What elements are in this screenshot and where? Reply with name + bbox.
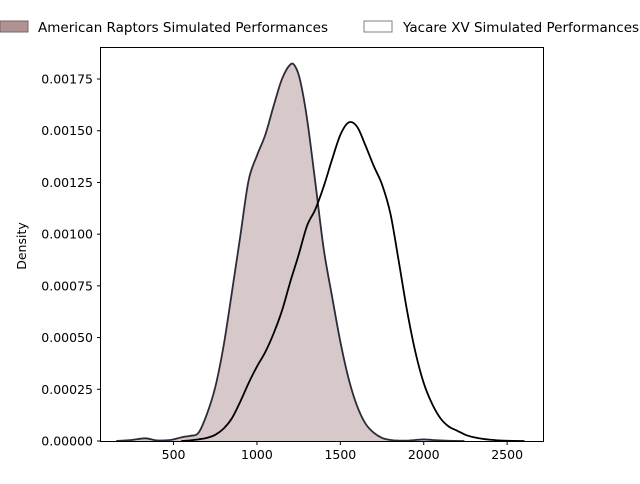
y-tick-label: 0.00000 bbox=[41, 434, 93, 449]
series-layer bbox=[115, 62, 525, 442]
y-tick-label: 0.00100 bbox=[41, 227, 93, 242]
y-tick-label: 0.00075 bbox=[41, 278, 93, 293]
plot-area: 500 1000 1500 2000 2500 0.00000 0.00025 0.0005… bbox=[14, 47, 544, 462]
x-tick-label: 1500 bbox=[324, 447, 356, 462]
density-curve-american-raptors-simulated-performances bbox=[115, 62, 465, 442]
y-tick-label: 0.00025 bbox=[41, 382, 93, 397]
x-axis: 500 1000 1500 2000 2500 bbox=[162, 441, 523, 462]
y-tick-label: 0.00125 bbox=[41, 175, 93, 190]
x-tick-label: 2000 bbox=[408, 447, 440, 462]
legend-swatch-yacare-xv bbox=[363, 20, 393, 33]
y-tick-label: 0.00050 bbox=[41, 330, 93, 345]
y-axis-label: Density bbox=[14, 222, 29, 270]
x-tick-label: 1000 bbox=[241, 447, 273, 462]
legend: American Raptors Simulated Performances … bbox=[0, 20, 639, 36]
density-curve-yacare-xv-simulated-performances bbox=[180, 121, 525, 442]
y-tick-label: 0.00175 bbox=[41, 72, 93, 87]
axes-frame bbox=[100, 47, 544, 442]
density-area-american-raptors-simulated-performances bbox=[116, 63, 464, 441]
x-tick-label: 2500 bbox=[491, 447, 523, 462]
y-axis: 0.00000 0.00025 0.00050 0.00075 0.00100 0.001… bbox=[41, 72, 101, 449]
legend-swatch-american-raptors bbox=[0, 20, 29, 33]
legend-label-yacare-xv: Yacare XV Simulated Performances bbox=[402, 20, 639, 36]
x-tick-label: 500 bbox=[162, 447, 186, 462]
legend-label-american-raptors: American Raptors Simulated Performances bbox=[38, 20, 328, 36]
y-tick-label: 0.00150 bbox=[41, 123, 93, 138]
